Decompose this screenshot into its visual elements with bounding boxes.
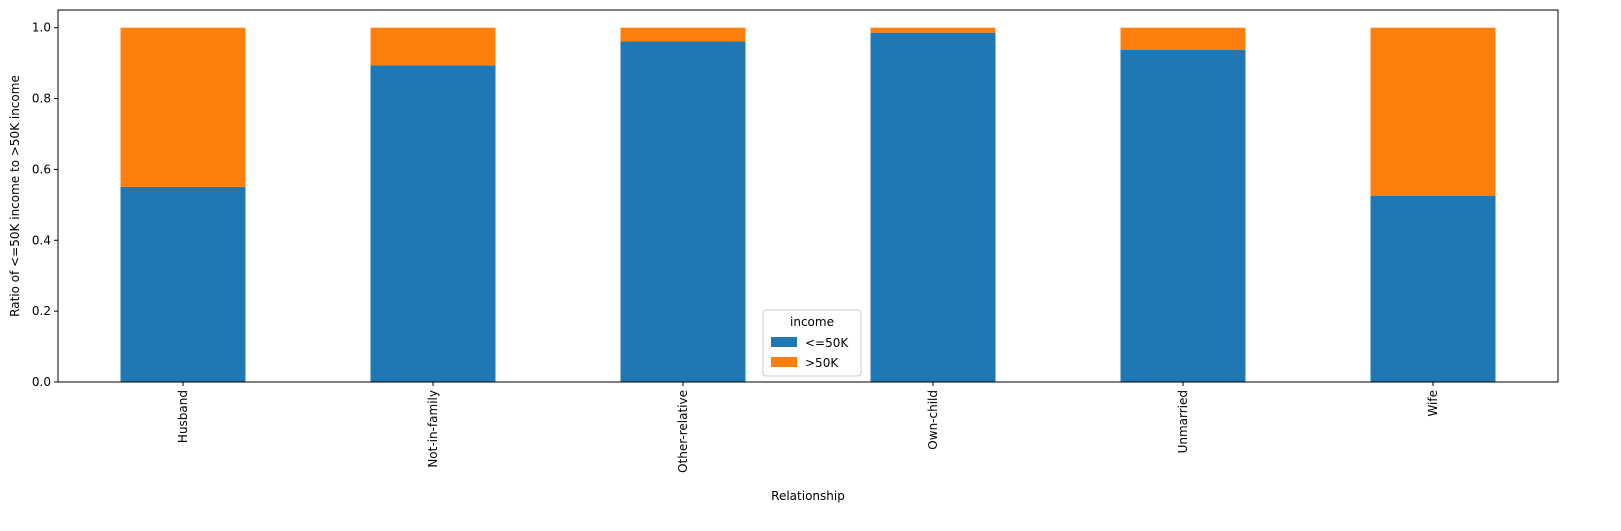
x-tick-label: Wife: [1426, 390, 1440, 417]
y-tick-label: 1.0: [32, 21, 51, 35]
bar-other-relative-series-1: [620, 41, 746, 382]
plot-frame: [57, 9, 1559, 383]
legend-title: income: [790, 315, 834, 329]
x-axis: Husband Not-in-family Other-relative Own-ch…: [176, 382, 1440, 473]
x-tick-label: Other-relative: [676, 390, 690, 473]
y-tick-label: 0.8: [32, 92, 51, 106]
y-tick-label: 0.2: [32, 304, 51, 318]
legend-swatch: [771, 337, 797, 347]
y-axis: 0.0 0.2 0.4 0.6 0.8 1.0: [32, 21, 58, 389]
bar-wife-series-2: [1370, 27, 1496, 197]
y-axis-title: Ratio of <=50K income to >50K income: [8, 75, 22, 317]
bar-unmarried-series-1: [1120, 50, 1246, 382]
x-tick-label: Own-child: [926, 390, 940, 450]
x-tick-label: Husband: [176, 390, 190, 443]
legend-label: <=50K: [805, 336, 849, 350]
bar-not-in-family-series-1: [370, 65, 496, 383]
y-tick-label: 0.4: [32, 233, 51, 247]
bar-own-child-series-1: [870, 32, 996, 382]
legend-label: >50K: [805, 356, 839, 370]
bar-other-relative-series-2: [620, 27, 746, 42]
bar-not-in-family-series-2: [370, 27, 496, 66]
bar-husband-series-1: [120, 186, 246, 382]
x-axis-title: Relationship: [771, 489, 845, 503]
x-tick-label: Unmarried: [1176, 390, 1190, 453]
y-tick-label: 0.0: [32, 375, 51, 389]
y-tick-label: 0.6: [32, 162, 51, 176]
legend: income <=50K >50K: [762, 309, 862, 377]
bars: [120, 27, 1496, 383]
bar-own-child-series-2: [870, 27, 996, 33]
bar-husband-series-2: [120, 27, 246, 187]
legend-items: <=50K >50K: [771, 336, 849, 370]
legend-swatch: [771, 357, 797, 367]
x-tick-label: Not-in-family: [426, 390, 440, 468]
bar-wife-series-1: [1370, 196, 1496, 382]
bar-unmarried-series-2: [1120, 27, 1246, 51]
